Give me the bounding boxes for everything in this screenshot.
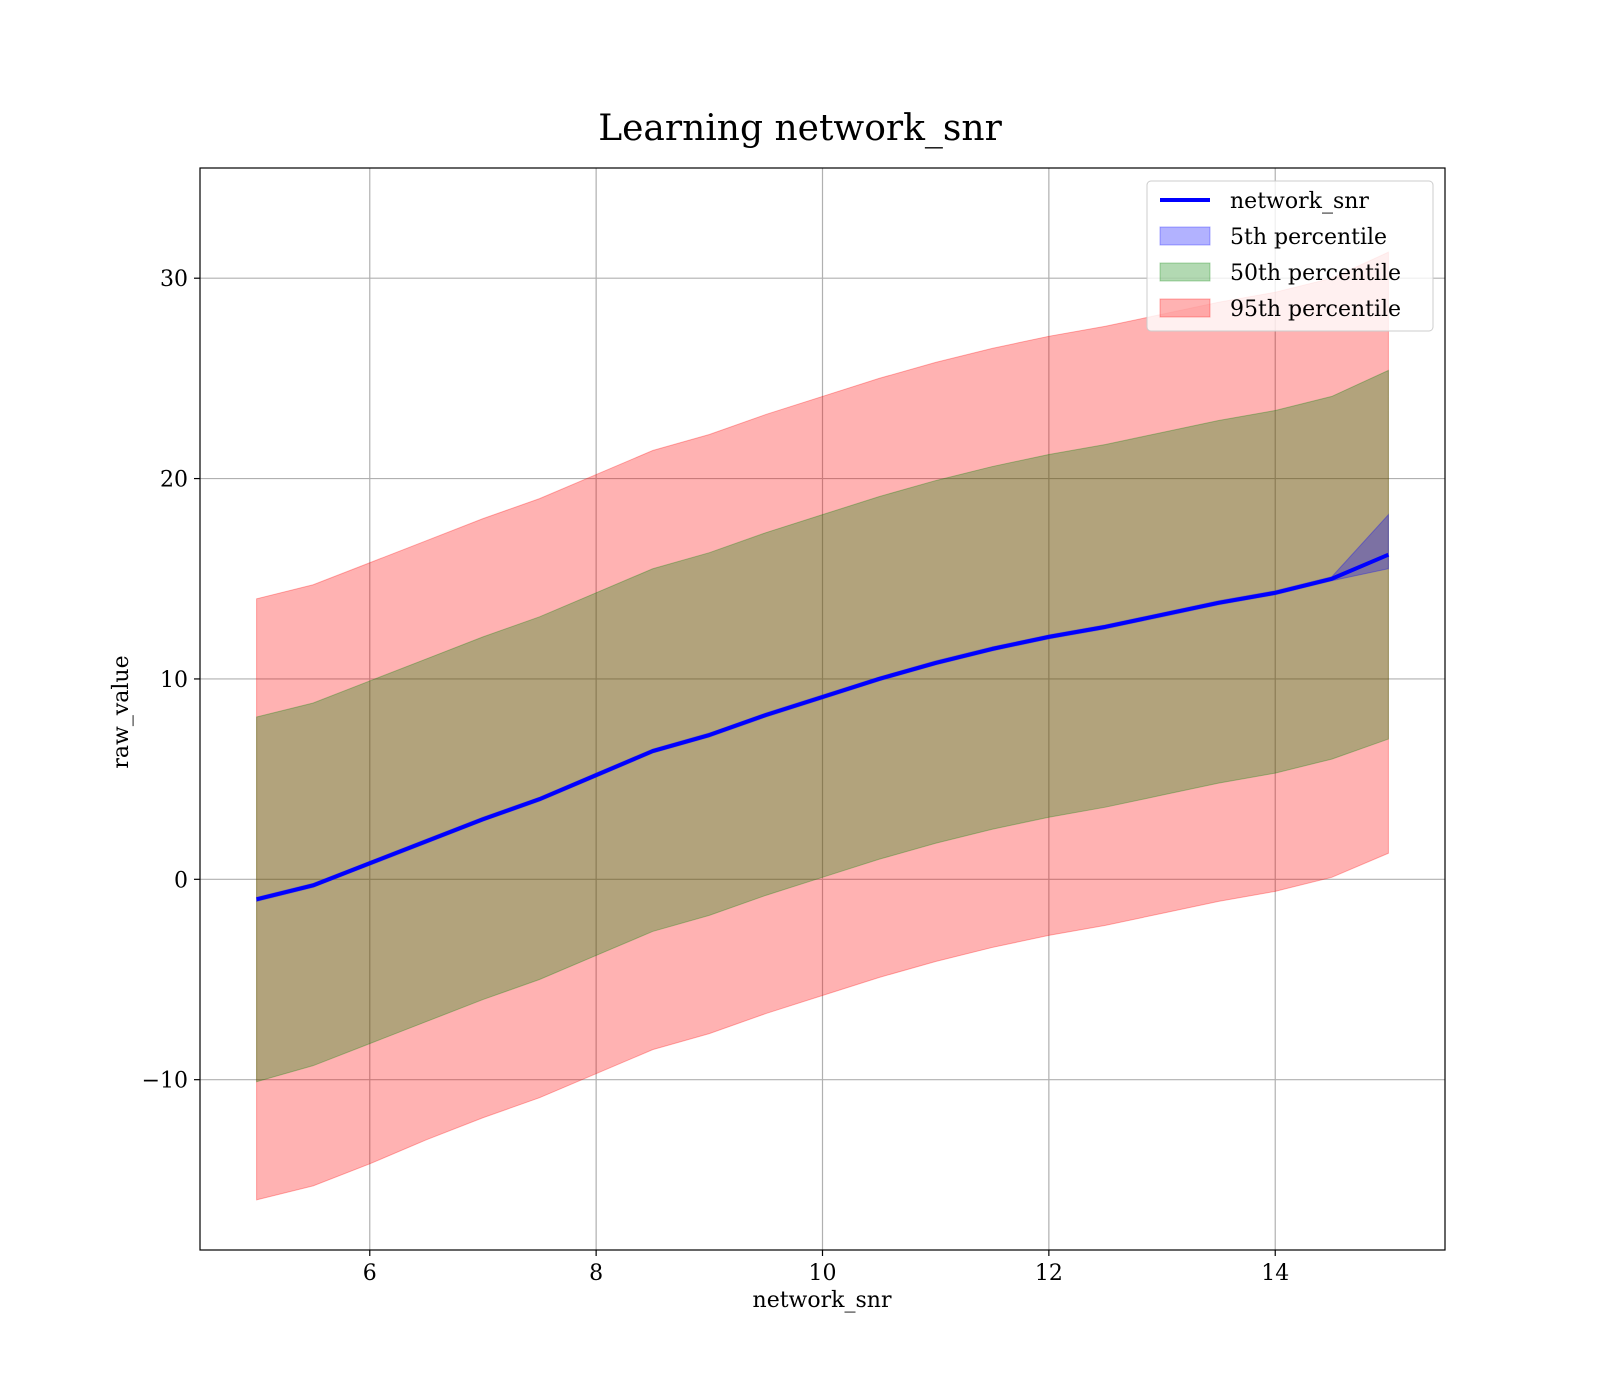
chart-title: Learning network_snr xyxy=(598,108,1002,149)
y-tick-label: −10 xyxy=(142,1069,188,1094)
legend-items: network_snr 5th percentile 50th percentile… xyxy=(1159,189,1401,322)
band-95th-percentile xyxy=(256,251,1389,1201)
x-tick-label: 12 xyxy=(1035,1261,1063,1286)
legend: network_snr 5th percentile 50th percentile… xyxy=(1146,180,1434,332)
line-network_snr xyxy=(256,552,1390,902)
legend-swatch xyxy=(1159,262,1211,282)
legend-label: 5th percentile xyxy=(1230,225,1387,250)
y-tick-label: 20 xyxy=(160,468,188,493)
legend-label: 50th percentile xyxy=(1230,261,1401,286)
legend-swatch xyxy=(1159,298,1211,318)
legend-label: network_snr xyxy=(1230,189,1369,214)
x-axis-label: network_snr xyxy=(753,1288,892,1313)
x-tick-label: 14 xyxy=(1261,1261,1289,1286)
legend-swatch xyxy=(1159,226,1211,246)
legend-label: 95th percentile xyxy=(1230,297,1401,322)
band-50th-percentile xyxy=(256,369,1389,1083)
x-tick-label: 6 xyxy=(363,1261,377,1286)
y-tick-label: 10 xyxy=(160,668,188,693)
y-tick-label: 30 xyxy=(160,267,188,292)
legend-box xyxy=(1146,180,1434,332)
y-axis-label: raw_value xyxy=(109,655,134,768)
x-tick-label: 10 xyxy=(809,1261,837,1286)
series-lines xyxy=(256,552,1390,902)
y-axis-ticks: −10 0 10 20 30 xyxy=(142,267,200,1094)
y-tick-label: 0 xyxy=(174,868,188,893)
x-tick-label: 8 xyxy=(589,1261,603,1286)
x-axis-ticks: 6 8 10 12 14 xyxy=(363,1250,1289,1286)
